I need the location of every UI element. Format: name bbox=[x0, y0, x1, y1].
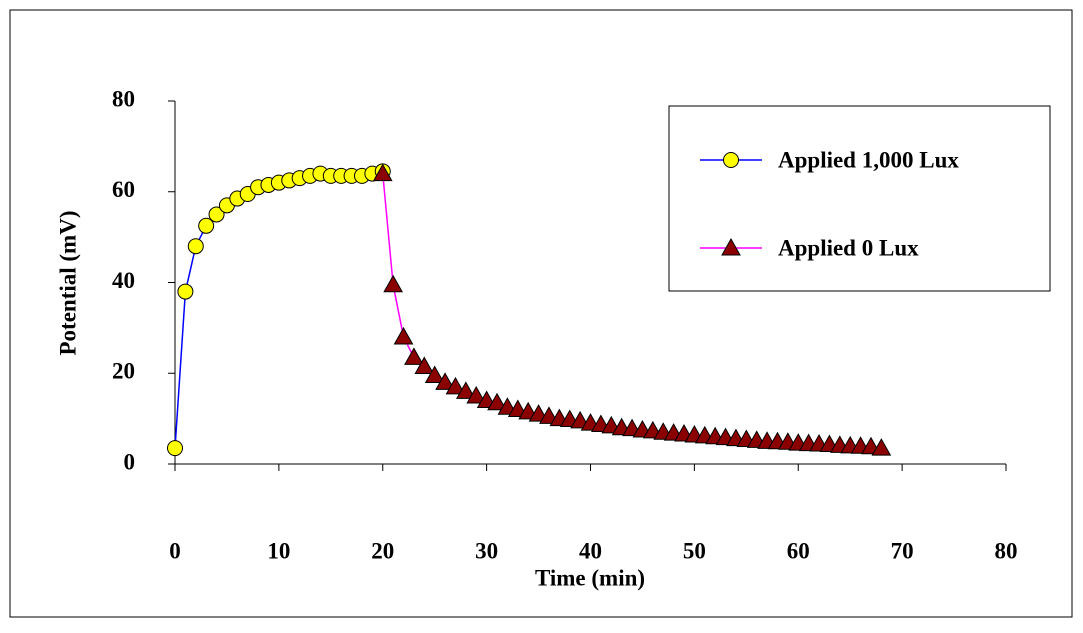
legend-label: Applied 1,000 Lux bbox=[778, 147, 959, 172]
x-tick-label: 10 bbox=[267, 538, 290, 563]
data-point bbox=[383, 274, 403, 293]
legend-label: Applied 0 Lux bbox=[778, 235, 919, 260]
data-point bbox=[393, 326, 414, 345]
x-tick-label: 50 bbox=[683, 538, 706, 563]
data-point bbox=[466, 385, 487, 404]
data-point bbox=[208, 206, 225, 223]
data-point bbox=[424, 365, 445, 384]
x-tick-label: 80 bbox=[995, 538, 1018, 563]
x-tick-label: 70 bbox=[891, 538, 914, 563]
y-tick-label: 60 bbox=[112, 177, 135, 202]
data-point bbox=[404, 347, 424, 365]
data-point bbox=[435, 372, 455, 390]
legend-marker bbox=[721, 237, 741, 256]
x-tick-label: 30 bbox=[475, 538, 498, 563]
y-tick-label: 0 bbox=[124, 449, 136, 474]
x-axis-label: Time (min) bbox=[535, 565, 645, 590]
data-point bbox=[445, 376, 466, 395]
legend-box bbox=[668, 105, 1051, 292]
legend-marker bbox=[723, 152, 739, 168]
data-point bbox=[414, 356, 435, 374]
y-tick-label: 80 bbox=[112, 86, 135, 111]
data-point bbox=[167, 440, 183, 457]
x-tick-label: 60 bbox=[787, 538, 810, 563]
y-tick-label: 40 bbox=[112, 268, 135, 293]
data-point bbox=[871, 438, 892, 456]
x-tick-label: 0 bbox=[169, 538, 181, 563]
data-point bbox=[177, 283, 194, 300]
data-point bbox=[372, 163, 393, 182]
x-tick-label: 20 bbox=[371, 538, 394, 563]
data-point bbox=[198, 217, 215, 234]
y-axis-label: Potential (mV) bbox=[55, 211, 80, 356]
y-tick-label: 20 bbox=[112, 359, 135, 384]
data-point bbox=[187, 238, 204, 255]
data-point bbox=[455, 381, 476, 399]
x-tick-label: 40 bbox=[579, 538, 602, 563]
data-point bbox=[487, 392, 507, 411]
